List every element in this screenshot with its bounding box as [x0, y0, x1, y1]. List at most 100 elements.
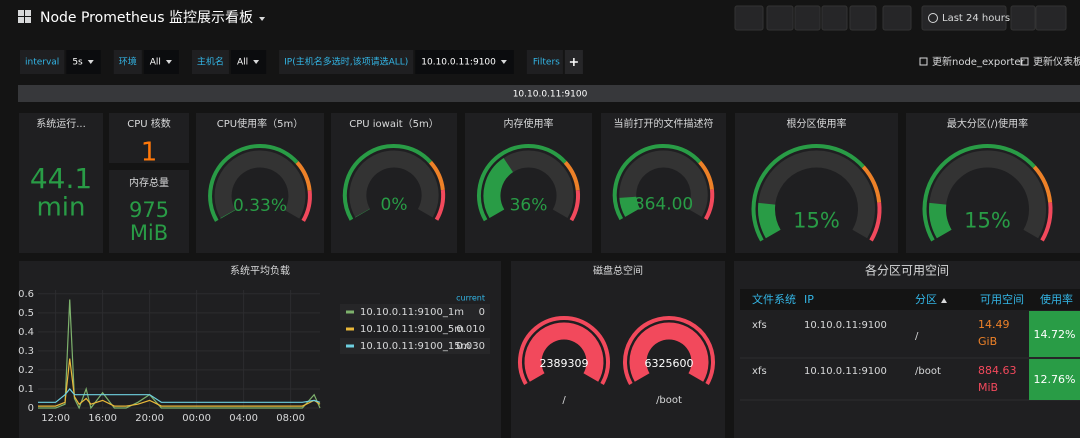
- filters-label: Filters: [533, 58, 560, 68]
- panel: [331, 113, 457, 253]
- grid-icon: [18, 10, 24, 16]
- panel-title: 磁盘总空间: [593, 264, 643, 277]
- dashboard-title[interactable]: Node Prometheus 监控展示看板: [40, 10, 253, 26]
- x-tick-label: 16:00: [88, 413, 117, 424]
- gauge-value: [619, 196, 641, 217]
- legend-current: 0.030: [456, 341, 485, 352]
- legend-name[interactable]: 10.10.0.11:9100_1m: [360, 307, 464, 318]
- dashboard-link[interactable]: 更新仪表板: [1033, 55, 1080, 68]
- panel: [465, 113, 592, 253]
- toolbar-button[interactable]: [821, 5, 848, 31]
- threshold-arc: [295, 161, 312, 191]
- variable-value[interactable]: 10.10.0.11:9100: [421, 58, 496, 68]
- threshold-arc: [861, 165, 882, 203]
- variable-value[interactable]: All: [237, 58, 248, 68]
- link-icon: [1020, 57, 1029, 66]
- panel: [196, 113, 324, 253]
- stat-value: 1: [141, 138, 158, 168]
- legend-row: [340, 338, 490, 354]
- grid-icon: [18, 17, 24, 23]
- variable-label: 环境: [119, 56, 137, 68]
- column-header[interactable]: 分区: [915, 293, 937, 306]
- variable-value-box[interactable]: [66, 50, 101, 74]
- x-tick-label: 20:00: [135, 413, 164, 424]
- caret-icon: [165, 60, 172, 64]
- variable-value-box[interactable]: [415, 50, 514, 74]
- toolbar-button[interactable]: [849, 5, 877, 31]
- link-icon: [919, 57, 928, 66]
- table-cell: xfs: [752, 320, 767, 331]
- stat-unit: min: [36, 193, 85, 223]
- threshold-arc: [434, 189, 446, 221]
- legend-current: 0.010: [456, 324, 485, 335]
- stat-title: 系统运行...: [36, 117, 86, 130]
- toolbar-button[interactable]: [794, 5, 821, 31]
- gauge-value-label: 15%: [964, 209, 1011, 233]
- stat-value: 44.1: [30, 162, 92, 195]
- legend-name[interactable]: 10.10.0.11:9100_5m: [360, 324, 464, 335]
- stat-unit: MiB: [130, 221, 168, 245]
- threshold-arc: [208, 144, 299, 222]
- grid-icon: [25, 10, 31, 16]
- variable-value[interactable]: 5s: [72, 58, 83, 68]
- column-header[interactable]: 使用率: [1040, 292, 1073, 306]
- threshold-arc: [1040, 202, 1053, 242]
- toolbar-button[interactable]: [766, 5, 794, 31]
- x-tick-label: 08:00: [276, 413, 305, 424]
- plus-icon: [569, 58, 578, 66]
- variable-label-box: [20, 50, 65, 74]
- gauge-title: 最大分区(/)使用率: [947, 117, 1028, 130]
- table-cell: /: [915, 331, 919, 342]
- threshold-arc: [922, 143, 1036, 242]
- y-tick-label: 0: [28, 403, 34, 414]
- y-tick-label: 0.5: [18, 308, 34, 319]
- dashboard-link[interactable]: 更新node_exporter: [932, 55, 1026, 68]
- toolbar-button[interactable]: [1010, 5, 1036, 31]
- time-picker[interactable]: [921, 5, 1007, 31]
- threshold-arc: [869, 202, 882, 242]
- threshold-arc: [342, 144, 433, 221]
- gauge-value-label: 2389309: [540, 357, 589, 370]
- panel: [109, 113, 189, 163]
- threshold-arc: [751, 144, 865, 242]
- caret-icon: [253, 60, 260, 64]
- stat-title: 内存总量: [129, 176, 169, 189]
- gauge-value: [929, 202, 952, 239]
- gauge-value-label: 0%: [381, 195, 408, 215]
- variable-value-box[interactable]: [230, 50, 267, 74]
- threshold-arc: [1032, 165, 1053, 203]
- gauge-title: 当前打开的文件描述符: [614, 117, 714, 130]
- row-title: 10.10.0.11:9100: [513, 90, 588, 100]
- column-header[interactable]: IP: [804, 293, 814, 306]
- toolbar-button[interactable]: [734, 5, 764, 31]
- gauge-fill: [524, 322, 604, 382]
- toolbar-button[interactable]: [882, 5, 912, 31]
- threshold-arc: [477, 144, 567, 222]
- series-line: [38, 388, 321, 403]
- series-line: [38, 358, 321, 407]
- variable-value-box[interactable]: [143, 50, 179, 74]
- x-tick-label: 12:00: [41, 413, 70, 424]
- mount-label: /: [562, 395, 566, 406]
- column-header[interactable]: 可用空间: [980, 292, 1024, 306]
- stat-value: 975: [129, 198, 169, 222]
- y-tick-label: 0.3: [18, 346, 34, 357]
- x-tick-label: 04:00: [229, 413, 258, 424]
- legend-name[interactable]: 10.10.0.11:9100_15m: [360, 341, 470, 352]
- threshold-arc: [518, 316, 610, 385]
- row-header[interactable]: [18, 85, 1080, 102]
- variable-label: interval: [25, 58, 59, 68]
- gauge-value: [483, 158, 514, 219]
- variable-value[interactable]: All: [150, 58, 161, 68]
- variable-label: 主机名: [197, 56, 224, 68]
- table-cell: 14.49 GiB: [978, 318, 1010, 348]
- panel-title: 各分区可用空间: [865, 263, 949, 278]
- gauge-title: CPU iowait（5m）: [349, 118, 439, 130]
- threshold-arc: [623, 316, 715, 385]
- column-header[interactable]: 文件系统: [752, 292, 796, 306]
- toolbar-button[interactable]: [1035, 5, 1067, 31]
- gauge-fill: [629, 322, 709, 382]
- table-cell: xfs: [752, 366, 767, 377]
- table-cell: 884.63 MiB: [978, 364, 1017, 394]
